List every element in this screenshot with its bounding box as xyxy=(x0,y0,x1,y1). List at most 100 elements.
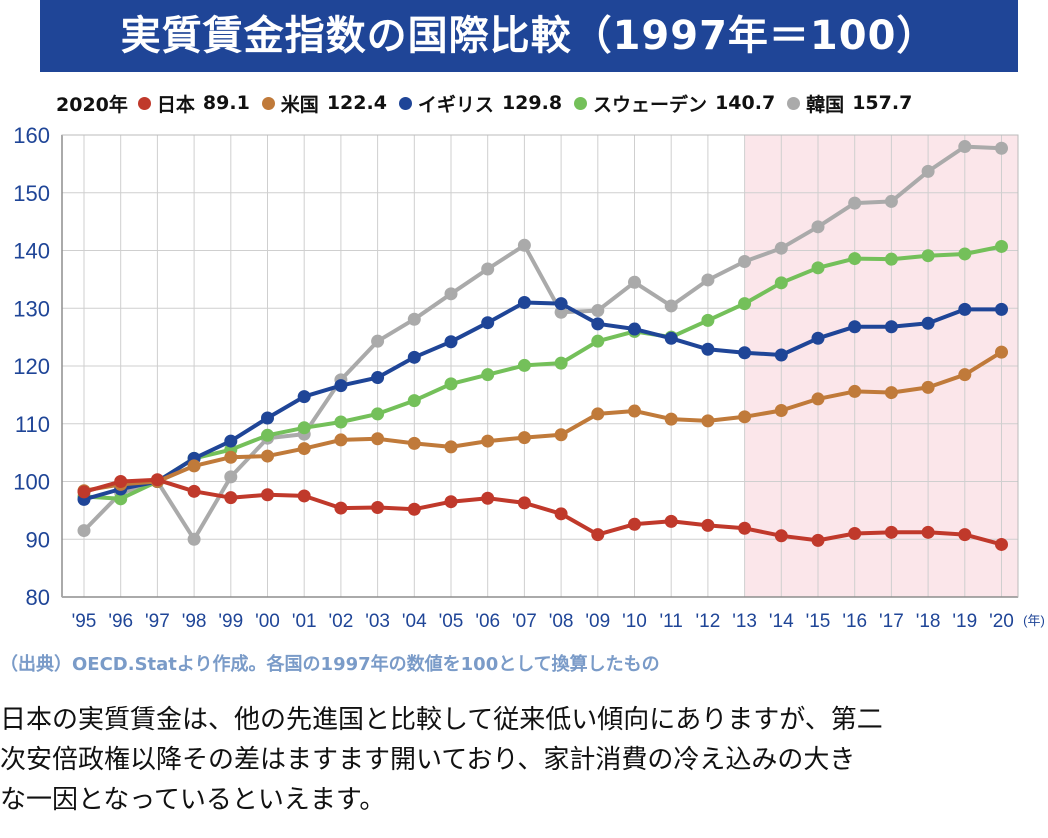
data-point xyxy=(738,346,752,360)
data-point xyxy=(407,502,421,516)
data-point xyxy=(921,380,935,394)
data-point xyxy=(738,521,752,535)
data-point xyxy=(481,262,495,276)
legend-item-japan: 日本 89.1 xyxy=(137,90,250,117)
data-point xyxy=(444,495,458,509)
commentary-line: 次安倍政権以降その差はますます開いており、家計消費の冷え込みの大き xyxy=(0,745,856,775)
data-point xyxy=(774,276,788,290)
data-point xyxy=(334,415,348,429)
x-tick-label: '20 xyxy=(989,611,1014,632)
data-point xyxy=(261,449,274,463)
x-tick-label: '06 xyxy=(475,611,500,632)
data-point xyxy=(738,410,752,424)
x-tick-label: '00 xyxy=(255,611,280,632)
data-point xyxy=(407,436,421,450)
data-point xyxy=(921,249,935,263)
data-point xyxy=(481,434,495,448)
data-point xyxy=(187,532,201,546)
data-point xyxy=(701,518,715,532)
data-point xyxy=(664,412,678,426)
data-point xyxy=(958,302,972,316)
data-point xyxy=(407,394,421,408)
legend-value: 140.7 xyxy=(715,92,776,114)
x-tick-label: '09 xyxy=(585,611,610,632)
series-line xyxy=(82,144,1002,542)
data-point xyxy=(628,322,641,336)
x-tick-label: '15 xyxy=(806,611,831,632)
y-tick-label: 80 xyxy=(26,585,50,610)
data-point xyxy=(701,313,715,327)
legend-year: 2020年 xyxy=(56,93,128,116)
x-tick-label: '01 xyxy=(292,611,317,632)
data-point xyxy=(481,368,495,382)
legend-label: 米国 xyxy=(280,93,319,116)
data-point xyxy=(517,295,531,309)
x-tick-label: '02 xyxy=(329,611,354,632)
plot-frame xyxy=(61,134,1019,598)
x-tick-label: '96 xyxy=(108,611,133,632)
data-point xyxy=(517,496,531,510)
data-point xyxy=(407,350,421,364)
y-tick-label: 110 xyxy=(15,412,50,437)
x-tick-label: '10 xyxy=(622,611,647,632)
data-point xyxy=(517,238,531,252)
data-point xyxy=(591,528,605,542)
data-point xyxy=(884,252,898,266)
data-point xyxy=(664,299,678,313)
data-point xyxy=(921,525,935,539)
data-point xyxy=(187,459,201,473)
data-point xyxy=(884,194,898,208)
data-point xyxy=(481,491,495,505)
data-point xyxy=(958,140,972,154)
data-point xyxy=(444,440,458,454)
data-point xyxy=(224,450,238,464)
data-point xyxy=(811,533,825,547)
data-point xyxy=(995,302,1008,316)
y-tick-label: 120 xyxy=(13,354,50,379)
data-point xyxy=(995,345,1008,359)
line-chart: 80 90 100 110 120 130 140 150 160 '95 '96 '97 '98 '99… xyxy=(13,123,1045,632)
data-point xyxy=(995,141,1008,155)
legend: 2020年 日本 89.1 米国 122.4 イギリス 129.8 スウェーデン… xyxy=(56,86,924,120)
x-tick-label: '95 xyxy=(72,611,97,632)
data-point xyxy=(848,196,862,210)
data-point xyxy=(224,491,238,505)
data-point xyxy=(591,304,605,318)
legend-marker-icon xyxy=(787,96,801,110)
data-point xyxy=(517,358,531,372)
data-point xyxy=(811,392,825,406)
data-point xyxy=(848,320,862,334)
data-point xyxy=(77,485,91,499)
data-point xyxy=(995,239,1008,253)
data-point xyxy=(995,537,1008,551)
data-point xyxy=(444,287,458,301)
data-point xyxy=(958,368,972,382)
legend-value: 122.4 xyxy=(326,92,387,114)
data-point xyxy=(371,432,385,446)
data-point xyxy=(334,501,348,515)
data-point xyxy=(224,470,238,484)
data-point xyxy=(554,297,568,311)
data-point xyxy=(628,517,641,531)
data-point xyxy=(774,529,788,543)
data-point xyxy=(701,342,715,356)
data-point xyxy=(591,334,605,348)
legend-marker-icon xyxy=(574,96,588,110)
x-tick-label: '13 xyxy=(732,611,757,632)
data-point xyxy=(554,428,568,442)
data-point xyxy=(444,335,458,349)
x-tick-label: '12 xyxy=(696,611,721,632)
data-point xyxy=(261,488,274,502)
source-note: （出典）OECD.Statより作成。各国の1997年の数値を100として換算した… xyxy=(0,654,660,675)
data-point xyxy=(481,316,495,330)
x-axis-unit: (年) xyxy=(1023,613,1045,628)
data-point xyxy=(591,317,605,331)
data-point xyxy=(884,386,898,400)
legend-item-sweden: スウェーデン 140.7 xyxy=(574,90,775,117)
y-tick-label: 150 xyxy=(13,181,50,206)
legend-label: スウェーデン xyxy=(593,93,708,116)
data-point xyxy=(958,528,972,542)
data-point xyxy=(774,403,788,417)
x-tick-label: '08 xyxy=(549,611,574,632)
data-point xyxy=(114,475,128,488)
